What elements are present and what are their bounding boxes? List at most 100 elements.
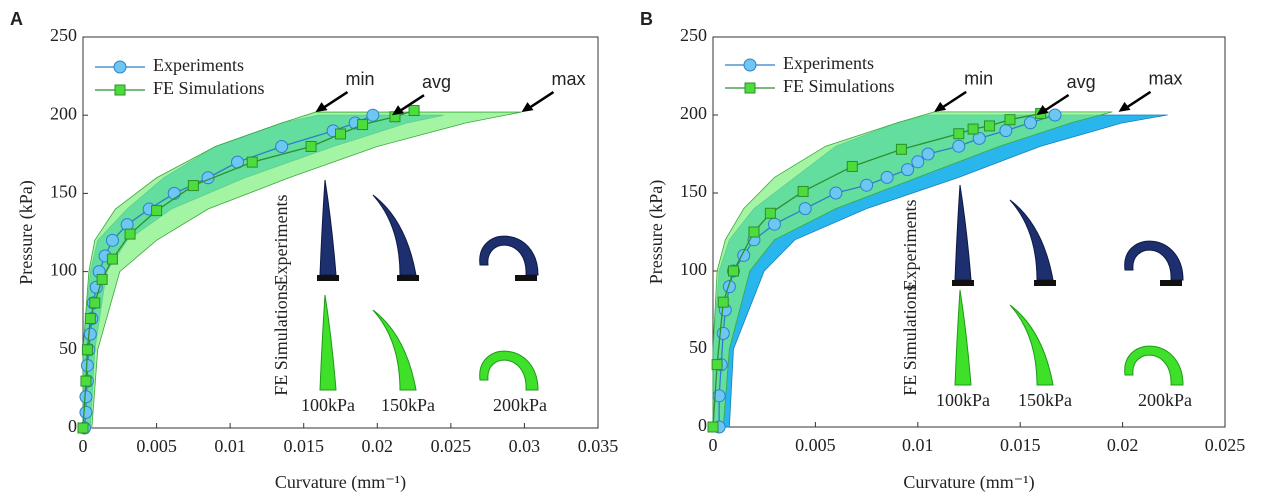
legend-marker [113, 60, 127, 74]
data-point [80, 375, 92, 387]
simulation-shape [479, 350, 539, 391]
x-tick-label: 0 [709, 435, 718, 455]
experiment-shape [319, 179, 337, 276]
simulation-shape [954, 289, 972, 386]
y-tick-label: 0 [698, 415, 707, 435]
data-point [275, 139, 289, 153]
legend-marker [114, 84, 126, 96]
y-tick-label: 200 [680, 103, 707, 123]
data-point [89, 297, 101, 309]
data-point [952, 139, 966, 153]
data-point [717, 296, 729, 308]
legend-marker [743, 58, 757, 72]
annotation-label: min [345, 69, 374, 89]
x-tick-label: 0.005 [795, 435, 836, 455]
data-point [967, 123, 979, 135]
x-tick-label: 0 [79, 436, 88, 456]
series-line [83, 114, 374, 429]
data-point [722, 280, 736, 294]
annotation-arrow [1123, 90, 1152, 110]
data-point [707, 421, 719, 433]
data-point [79, 390, 93, 404]
plot-frame [712, 36, 1226, 428]
y-tick-label: 150 [50, 182, 77, 202]
inset-column-label: 150kPa [1018, 390, 1072, 410]
experiment-shape [479, 235, 539, 276]
data-point [712, 389, 726, 403]
data-point [187, 180, 199, 192]
legend-label: FE Simulations [783, 76, 895, 96]
annotation-arrow [939, 90, 967, 110]
annotation-arrow [397, 94, 425, 114]
x-tick-label: 0.015 [1000, 435, 1041, 455]
data-point [901, 163, 915, 177]
arrow-head [1036, 105, 1049, 115]
data-point [105, 233, 119, 247]
annotation-label: avg [422, 72, 451, 92]
data-point [798, 202, 812, 216]
data-point [79, 405, 93, 419]
data-point [357, 119, 369, 131]
experiment-shape [954, 184, 972, 281]
data-point [84, 313, 96, 325]
data-point [335, 128, 346, 140]
data-point [96, 273, 108, 285]
data-point [767, 217, 781, 231]
y-tick-label: 250 [680, 25, 707, 45]
range-band [82, 111, 522, 429]
data-point [106, 253, 118, 265]
data-point [911, 155, 925, 169]
legend-label: Experiments [783, 53, 874, 73]
data-point [408, 105, 420, 117]
y-axis-label: Pressure (kPa) [16, 180, 37, 284]
x-tick-label: 0.01 [214, 436, 246, 456]
experiment-base [1034, 280, 1056, 286]
legend-marker [744, 82, 756, 94]
y-tick-label: 100 [680, 259, 707, 279]
data-point [880, 170, 894, 184]
inset-column-label: 100kPa [936, 390, 990, 410]
data-point [711, 359, 723, 371]
data-point [366, 108, 380, 122]
data-point [983, 120, 995, 132]
data-point [727, 265, 739, 277]
inset-row-label: FE Simulations [900, 284, 920, 396]
y-tick-label: 150 [680, 181, 707, 201]
x-tick-label: 0.03 [509, 436, 541, 456]
data-point [124, 228, 136, 240]
data-point [829, 186, 843, 200]
data-point [895, 143, 907, 155]
plot-frame [82, 36, 599, 429]
data-point [748, 226, 760, 238]
range-band [712, 111, 1113, 428]
data-point [167, 186, 181, 200]
simulation-shape [319, 294, 337, 391]
x-axis-label: Curvature (mm⁻¹) [903, 472, 1034, 493]
data-point [716, 326, 730, 340]
inset-column-label: 100kPa [301, 395, 355, 415]
simulation-shape [1124, 345, 1184, 386]
inset-column-label: 150kPa [381, 395, 435, 415]
experiment-shape [1124, 240, 1184, 281]
inset-row-label: Experiments [900, 200, 920, 291]
y-tick-label: 50 [689, 337, 707, 357]
data-point [1004, 114, 1016, 126]
arrow-head [934, 101, 947, 112]
experiment-base [397, 275, 419, 281]
arrow-head [392, 105, 404, 116]
data-point [77, 422, 89, 434]
data-point [81, 344, 93, 356]
y-tick-label: 100 [50, 260, 77, 280]
data-point [151, 205, 163, 217]
data-point [83, 327, 97, 341]
arrow-head [1118, 101, 1131, 112]
x-tick-label: 0.025 [431, 436, 472, 456]
experiment-base [317, 275, 339, 281]
data-point [999, 124, 1013, 138]
y-tick-label: 200 [50, 103, 77, 123]
data-point [1023, 116, 1037, 130]
annotation-arrow [320, 91, 349, 111]
inset-column-label: 200kPa [1138, 390, 1192, 410]
legend-label: FE Simulations [153, 78, 265, 98]
